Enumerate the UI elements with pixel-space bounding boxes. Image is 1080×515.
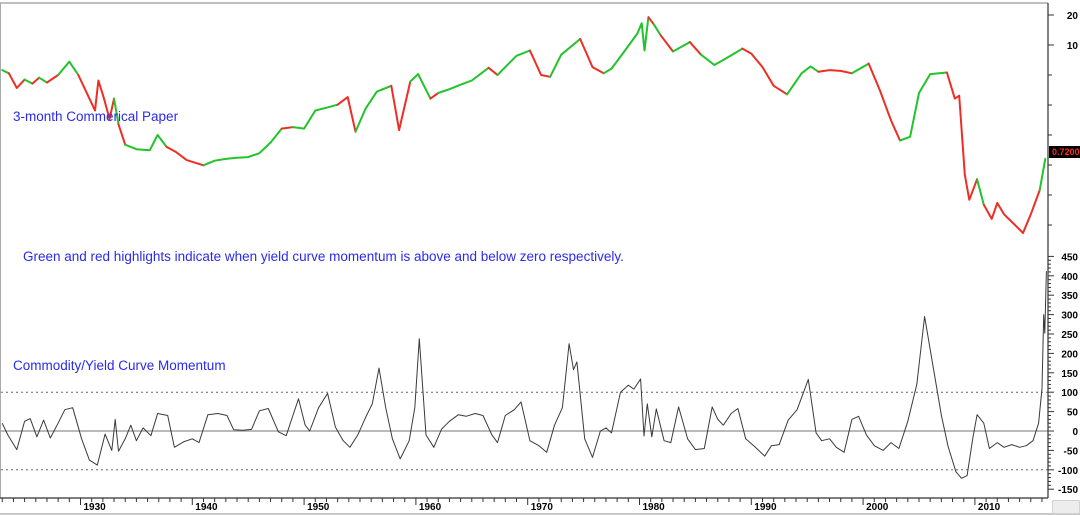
- axis-tick-label: 0: [1072, 427, 1078, 438]
- window-bottom-edge: [0, 513, 1080, 515]
- rate-series-segment: [390, 80, 412, 132]
- decade-label: 1990: [754, 502, 777, 513]
- axis-tick-label: 10: [1067, 41, 1079, 52]
- rate-series-segment: [354, 84, 393, 133]
- rate-series-segment: [487, 66, 499, 76]
- axis-tick-label: 20: [1067, 11, 1079, 22]
- rate-series-segment: [549, 38, 582, 78]
- rate-series-segment: [1, 69, 10, 75]
- axis-tick-label: -50: [1064, 446, 1079, 457]
- rate-series-segment: [741, 47, 789, 96]
- rate-series-segment: [579, 38, 605, 75]
- rate-series-segment: [202, 127, 283, 167]
- rate-series-segment: [976, 178, 985, 206]
- rate-series-segment: [817, 69, 853, 75]
- rate-series-segment: [528, 49, 552, 78]
- axis-tick-label: -150: [1058, 485, 1078, 496]
- rate-series-segment: [653, 23, 662, 37]
- rate-series-segment: [672, 41, 691, 53]
- rate-series-segment: [124, 134, 168, 152]
- axis-tick-label: 300: [1061, 311, 1078, 322]
- momentum-note: Green and red highlights indicate when y…: [23, 249, 624, 264]
- rate-series-segment: [46, 74, 60, 84]
- decade-label: 1960: [419, 502, 442, 513]
- rate-series-segment: [982, 189, 1041, 234]
- rate-series-segment: [7, 72, 26, 89]
- rate-series-segment: [291, 103, 339, 130]
- rate-series-segment: [867, 62, 901, 142]
- axis-tick-label: 100: [1061, 388, 1078, 399]
- decade-label: 1930: [83, 502, 106, 513]
- decade-label: 1940: [195, 502, 218, 513]
- axis-tick-label: 200: [1061, 349, 1078, 360]
- decade-label: 1970: [531, 502, 554, 513]
- rate-series-segment: [38, 76, 48, 84]
- rate-series-segment: [899, 71, 948, 142]
- decade-label: 2000: [866, 502, 889, 513]
- rate-series-segment: [336, 96, 357, 133]
- axis-tick-label: 450: [1061, 252, 1078, 263]
- rate-series-segment: [409, 73, 432, 100]
- rate-series-segment: [77, 74, 115, 121]
- momentum-series: [1, 271, 1047, 479]
- axis-tick-label: 50: [1067, 408, 1079, 419]
- rate-series-segment: [850, 62, 870, 75]
- axis-tick-label: 350: [1061, 291, 1078, 302]
- rate-series-segment: [700, 47, 744, 66]
- momentum-series-label: Commodity/Yield Curve Momentum: [13, 358, 226, 373]
- decade-label: 2010: [978, 502, 1001, 513]
- rate-series-segment: [31, 76, 41, 85]
- rate-series-segment: [113, 97, 120, 126]
- decade-label: 1950: [307, 502, 330, 513]
- rate-series-segment: [1038, 157, 1047, 192]
- axis-tick-label: 400: [1061, 272, 1078, 283]
- rate-series-segment: [945, 71, 979, 201]
- rate-series-segment: [165, 145, 205, 167]
- rate-series-segment: [647, 16, 655, 26]
- rate-series-segment: [786, 65, 820, 96]
- rate-series-segment: [496, 49, 531, 76]
- axis-tick-label: -100: [1058, 466, 1078, 477]
- rate-series-segment: [280, 126, 294, 130]
- resize-grip[interactable]: [1052, 500, 1080, 514]
- rate-series-segment: [117, 123, 127, 146]
- rate-series-segment: [429, 92, 440, 100]
- rate-series-segment: [57, 60, 80, 76]
- decade-label: 1980: [642, 502, 665, 513]
- rate-series-segment: [688, 41, 702, 56]
- axis-tick-label: 250: [1061, 330, 1078, 341]
- rate-series-segment: [437, 66, 490, 94]
- axis-tick-label: 150: [1061, 369, 1078, 380]
- rate-series-segment: [602, 16, 650, 75]
- rate-series-segment: [23, 78, 34, 85]
- last-price-tag: 0.7200: [1049, 146, 1080, 158]
- rate-series-segment: [659, 34, 674, 53]
- rate-series-label: 3-month Commerical Paper: [13, 109, 179, 124]
